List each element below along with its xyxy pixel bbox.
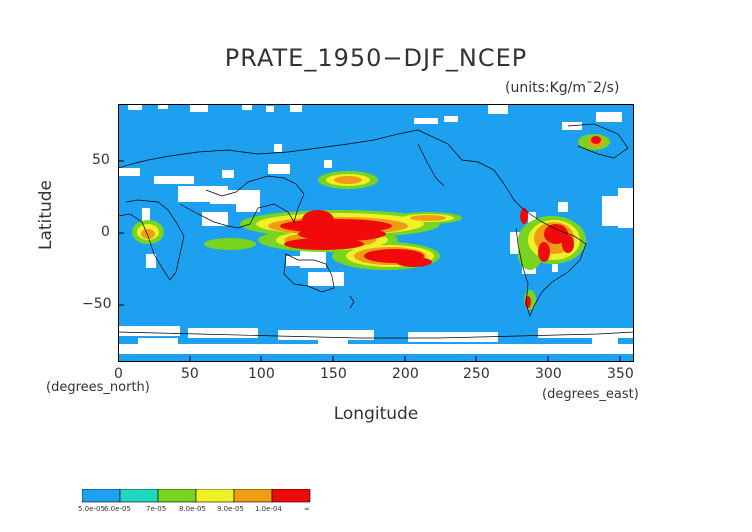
colorbar-label: 6.0e-05 bbox=[104, 505, 131, 513]
x-tick-label: 350 bbox=[607, 366, 634, 382]
colorbar-swatch bbox=[157, 488, 197, 503]
colorbar: 5.0e-05 6.0e-05 7e-05 8.0e-05 9.0e-05 1.… bbox=[78, 488, 314, 513]
colorbar-swatch bbox=[233, 488, 273, 503]
colorbar-label: 7e-05 bbox=[146, 505, 167, 513]
colorbar-label: 5.0e-05 bbox=[78, 505, 105, 513]
colorbar-swatch bbox=[119, 488, 159, 503]
x-tick-label: 100 bbox=[248, 366, 275, 382]
precip-level-red bbox=[280, 136, 601, 308]
colorbar-swatch bbox=[81, 488, 121, 503]
colorbar-swatches bbox=[81, 488, 311, 503]
y-axis-unit-note: (degrees_north) bbox=[46, 380, 150, 395]
x-tick-label: 150 bbox=[320, 366, 347, 382]
x-tick-label: 250 bbox=[463, 366, 490, 382]
y-axis-label: Latitude bbox=[36, 180, 56, 250]
colorbar-label: ∞ bbox=[304, 505, 310, 513]
x-tick-label: 300 bbox=[535, 366, 562, 382]
map-plot bbox=[118, 104, 634, 362]
colorbar-label: 9.0e-05 bbox=[217, 505, 244, 513]
x-axis-unit-note: (degrees_east) bbox=[542, 387, 639, 402]
colorbar-label: 8.0e-05 bbox=[179, 505, 206, 513]
chart-title: PRATE_1950−DJF_NCEP bbox=[224, 44, 528, 72]
x-tick-label: 50 bbox=[181, 366, 199, 382]
coastlines bbox=[118, 123, 634, 339]
colorbar-swatch bbox=[195, 488, 235, 503]
y-tick-label: 50 bbox=[92, 152, 110, 168]
colorbar-swatch bbox=[271, 488, 311, 503]
x-axis-label: Longitude bbox=[333, 404, 419, 424]
units-label: (units:Kg/m¯2/s) bbox=[505, 80, 620, 96]
x-tick-label: 0 bbox=[114, 366, 123, 382]
y-axis-ticks bbox=[118, 160, 124, 306]
y-tick-label: 0 bbox=[101, 224, 110, 240]
y-tick-label: −50 bbox=[82, 296, 112, 312]
colorbar-label: 1.0e-04 bbox=[255, 505, 282, 513]
x-tick-label: 200 bbox=[392, 366, 419, 382]
x-axis-ticks bbox=[118, 356, 621, 362]
